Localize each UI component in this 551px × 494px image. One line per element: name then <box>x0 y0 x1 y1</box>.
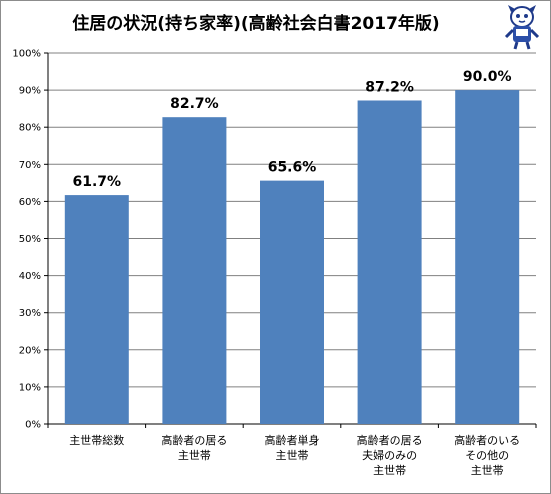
mascot-character-icon <box>504 5 540 50</box>
data-label: 90.0% <box>463 69 512 85</box>
category-label: 主世帯総数 <box>69 433 124 447</box>
bar <box>455 90 520 424</box>
bar <box>162 117 227 425</box>
category-label: 夫婦のみの <box>362 448 417 462</box>
y-tick-label: 60% <box>19 197 41 208</box>
y-tick-label: 70% <box>19 160 41 171</box>
category-label: 主世帯 <box>471 464 504 477</box>
category-label: 高齢者のいる <box>454 433 520 447</box>
y-tick-label: 90% <box>19 86 41 97</box>
y-tick-label: 50% <box>19 234 41 245</box>
data-label: 87.2% <box>365 79 414 95</box>
category-label: 高齢者の居る <box>357 433 423 447</box>
category-label: 主世帯 <box>178 449 211 462</box>
category-label: 主世帯 <box>373 464 406 477</box>
data-label: 65.6% <box>268 160 317 176</box>
y-tick-label: 40% <box>19 271 41 282</box>
y-tick-label: 10% <box>19 382 41 393</box>
y-tick-label: 80% <box>19 123 41 134</box>
data-label: 61.7% <box>73 174 122 190</box>
y-tick-label: 30% <box>19 308 41 319</box>
category-label: その他の <box>465 449 509 462</box>
y-tick-label: 100% <box>12 49 41 60</box>
y-tick-label: 0% <box>25 420 41 431</box>
bar <box>64 195 129 424</box>
chart-title: 住居の状況(持ち家率)(高齢社会白書2017年版) <box>72 14 440 34</box>
category-label: 高齢者単身 <box>265 433 320 447</box>
bar <box>260 180 324 424</box>
category-label: 主世帯 <box>276 449 309 462</box>
data-label: 82.7% <box>170 96 219 112</box>
bar <box>357 100 422 424</box>
y-tick-label: 20% <box>19 345 41 356</box>
category-label: 高齢者の居る <box>161 433 227 447</box>
